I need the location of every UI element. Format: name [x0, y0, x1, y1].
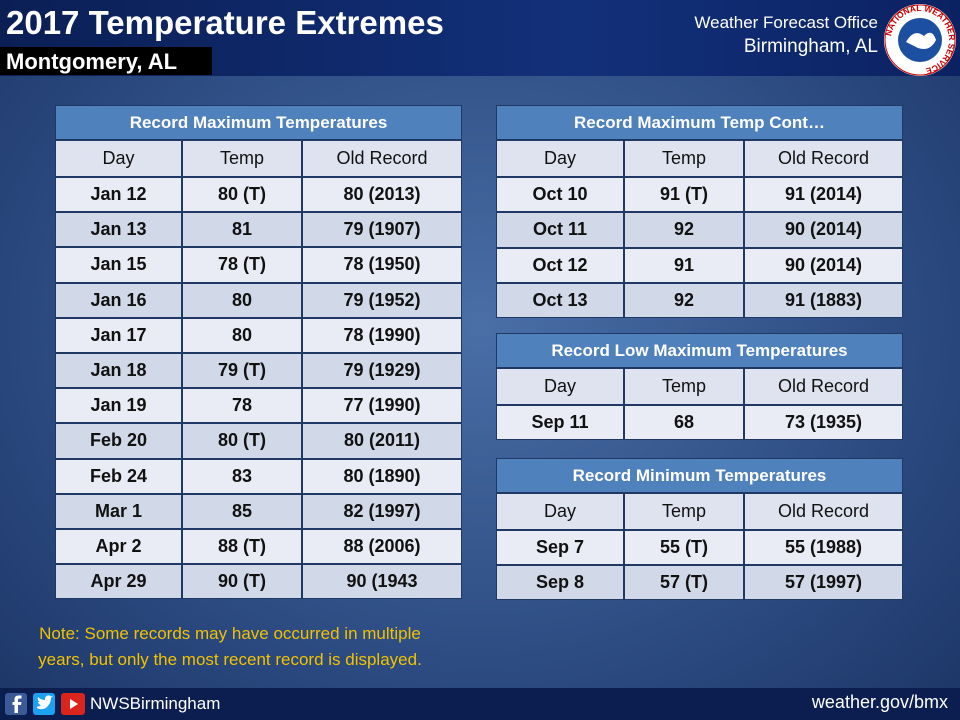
- table-cell: Feb 24: [55, 458, 182, 494]
- table-cell: Feb 20: [55, 423, 182, 459]
- column-header: Old Record: [744, 493, 903, 530]
- table-cell: Jan 19: [55, 388, 182, 424]
- table-cell: 55 (T): [624, 530, 744, 565]
- table-cell: Sep 7: [496, 530, 624, 565]
- table-cell: 80 (T): [182, 177, 302, 213]
- column-header: Old Record: [744, 368, 903, 405]
- table-cell: Jan 15: [55, 247, 182, 283]
- table-cell: 90 (2014): [744, 212, 903, 248]
- table-cell: 90 (T): [182, 564, 302, 600]
- logo-edge: [884, 4, 956, 76]
- table-cell: 57 (T): [624, 565, 744, 600]
- column-header: Temp: [182, 140, 302, 177]
- table-cell: Jan 12: [55, 177, 182, 213]
- table-cell: 55 (1988): [744, 530, 903, 565]
- table-cell: 91 (2014): [744, 177, 903, 213]
- column-header: Day: [496, 493, 624, 530]
- table-cell: 91 (T): [624, 177, 744, 213]
- table-title: Record Minimum Temperatures: [496, 458, 903, 493]
- table-cell: Oct 11: [496, 212, 624, 248]
- column-header: Day: [496, 368, 624, 405]
- office: Weather Forecast Office: [694, 13, 878, 32]
- table-cell: 82 (1997): [302, 493, 462, 529]
- table-cell: 80 (2013): [302, 177, 462, 213]
- column-header: Temp: [624, 368, 744, 405]
- table-cell: Apr 29: [55, 564, 182, 600]
- table-cell: Oct 12: [496, 247, 624, 283]
- table-cell: 68: [624, 405, 744, 440]
- column-header: Day: [55, 140, 182, 177]
- table-cell: 78 (T): [182, 247, 302, 283]
- table-cell: 77 (1990): [302, 388, 462, 424]
- table-cell: 79 (1907): [302, 212, 462, 248]
- table-cell: 80 (2011): [302, 423, 462, 459]
- table-title: Record Maximum Temperatures: [55, 105, 462, 140]
- table-cell: 80: [182, 317, 302, 353]
- column-header: Old Record: [302, 140, 462, 177]
- table-cell: 90 (2014): [744, 247, 903, 283]
- note-line: Note: Some records may have occurred in …: [39, 624, 421, 643]
- table-title: Record Low Maximum Temperatures: [496, 333, 903, 368]
- table-cell: Mar 1: [55, 493, 182, 529]
- logo-cloud: [906, 32, 936, 49]
- youtube-glyph: [70, 699, 78, 709]
- table-cell: 90 (1943: [302, 564, 462, 600]
- table-cell: 81: [182, 212, 302, 248]
- table-cell: Oct 13: [496, 282, 624, 319]
- table-cell: 88 (T): [182, 529, 302, 565]
- table-cell: Oct 10: [496, 177, 624, 213]
- nws-logo: NATIONAL WEATHER SERVICE: [883, 3, 957, 77]
- table-title: Record Maximum Temp Cont…: [496, 105, 903, 140]
- table-cell: Jan 17: [55, 317, 182, 353]
- table-cell: 78 (1950): [302, 247, 462, 283]
- table-cell: 85: [182, 493, 302, 529]
- table-cell: 78: [182, 388, 302, 424]
- location: Birmingham, AL: [743, 36, 878, 57]
- table-cell: Jan 13: [55, 212, 182, 248]
- table-cell: 91 (1883): [744, 282, 903, 319]
- social-icons: [5, 693, 85, 715]
- table-cell: 79 (1929): [302, 353, 462, 389]
- table-cell: 57 (1997): [744, 565, 903, 600]
- table-cell: 79 (1952): [302, 282, 462, 318]
- social-handle: NWSBirmingham: [90, 694, 221, 713]
- table-cell: Apr 2: [55, 529, 182, 565]
- facebook-glyph: [12, 695, 22, 713]
- column-header: Temp: [624, 140, 744, 177]
- table-cell: Jan 18: [55, 353, 182, 389]
- table-cell: Jan 16: [55, 282, 182, 318]
- table-cell: 79 (T): [182, 353, 302, 389]
- table-cell: 80 (1890): [302, 458, 462, 494]
- website: weather.gov/bmx: [811, 692, 948, 712]
- table-cell: 78 (1990): [302, 317, 462, 353]
- table-cell: 92: [624, 282, 744, 319]
- column-header: Day: [496, 140, 624, 177]
- table-cell: 83: [182, 458, 302, 494]
- table-cell: 80 (T): [182, 423, 302, 459]
- table-cell: 91: [624, 247, 744, 283]
- title: 2017 Temperature Extremes: [6, 4, 444, 41]
- table-cell: Sep 8: [496, 565, 624, 600]
- subtitle: Montgomery, AL: [6, 49, 178, 74]
- table-cell: 92: [624, 212, 744, 248]
- table-cell: 88 (2006): [302, 529, 462, 565]
- subtitle-bar: [0, 47, 212, 75]
- table-cell: 80: [182, 282, 302, 318]
- table-cell: Sep 11: [496, 405, 624, 440]
- table-cell: 73 (1935): [744, 405, 903, 440]
- note-line: years, but only the most recent record i…: [38, 650, 422, 669]
- footer-bar: [0, 688, 960, 720]
- column-header: Temp: [624, 493, 744, 530]
- column-header: Old Record: [744, 140, 903, 177]
- twitter-glyph: [37, 695, 53, 710]
